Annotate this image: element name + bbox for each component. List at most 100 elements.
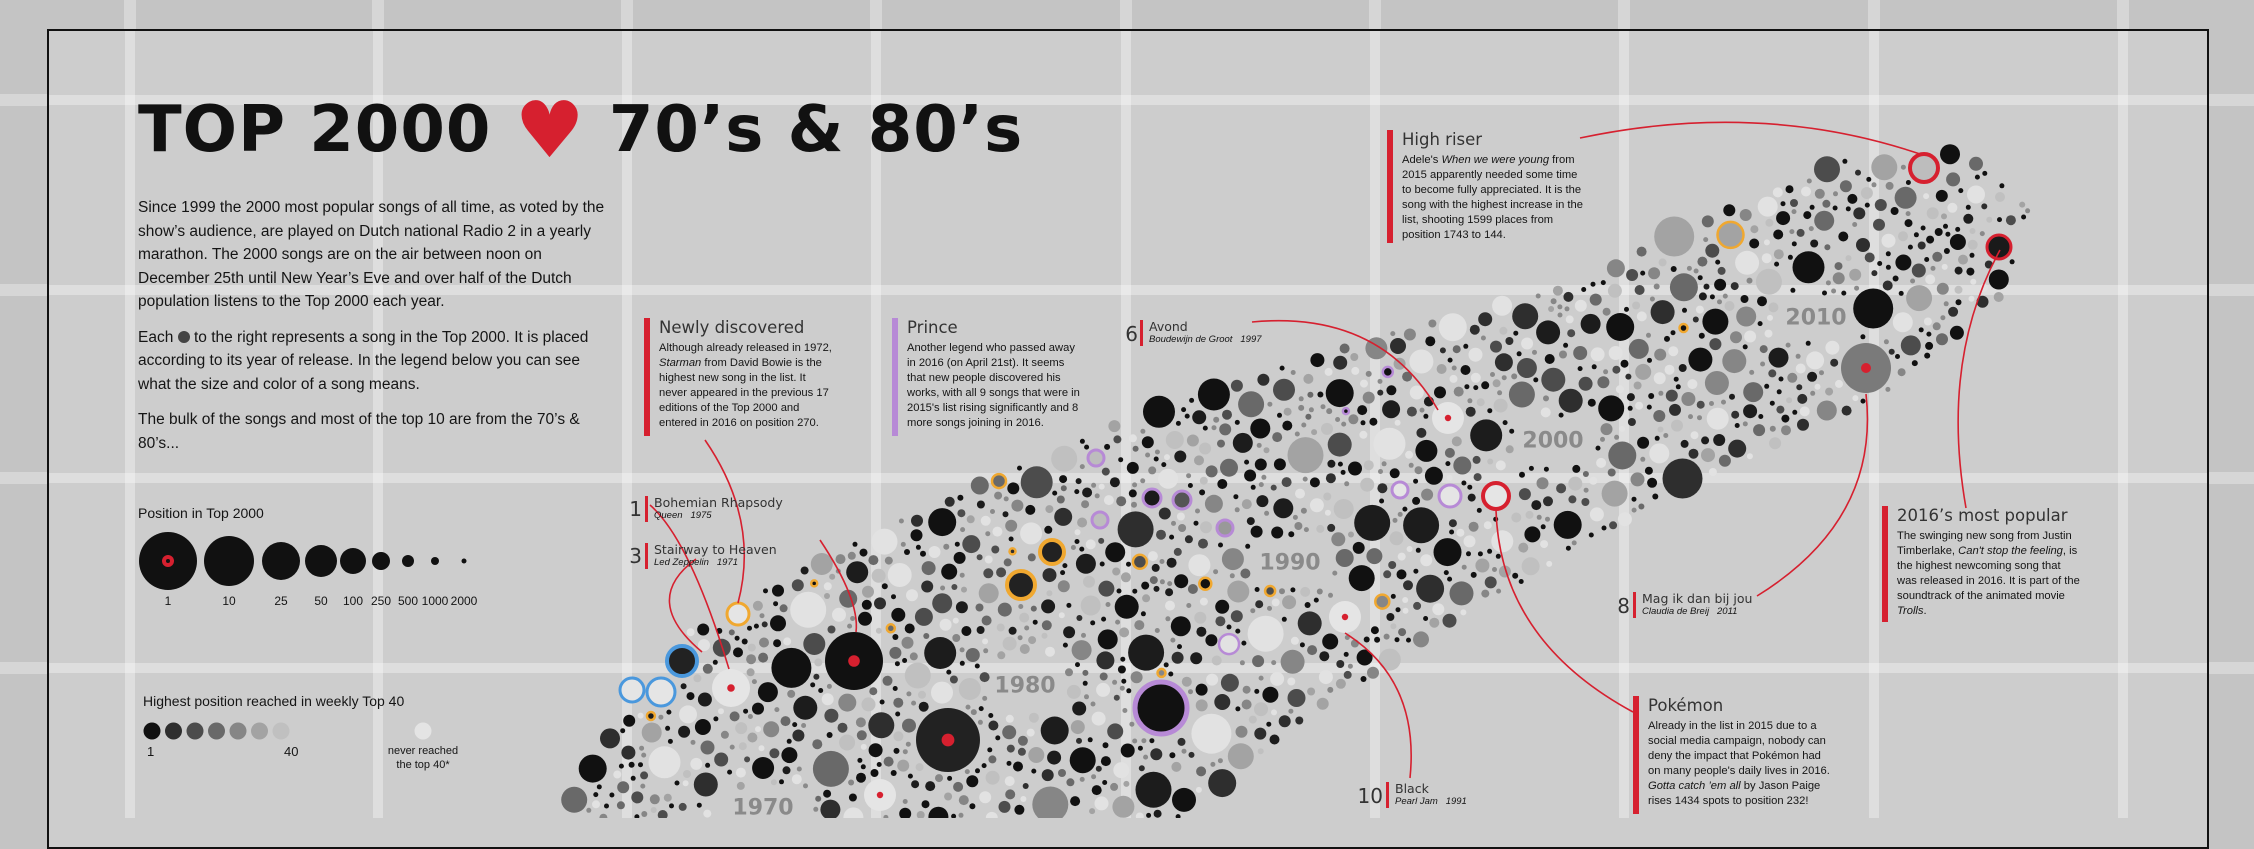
song-bubble [1239, 660, 1245, 666]
song-bubble [638, 762, 643, 768]
song-bubble [821, 693, 834, 706]
song-bubble [1860, 334, 1866, 340]
song-bubble [1698, 292, 1707, 301]
song-bubble [1091, 785, 1102, 796]
song-bubble [641, 752, 647, 758]
song-bubble [1118, 457, 1124, 463]
song-bubble [1564, 306, 1570, 312]
song-bubble [1117, 511, 1154, 548]
song-bubble [1112, 567, 1121, 576]
song-bubble [1781, 425, 1791, 436]
song-bubble [1785, 342, 1791, 348]
song-bubble [1006, 760, 1012, 766]
song-bubble [1398, 628, 1407, 637]
song-bubble [1420, 554, 1433, 567]
song-bubble [1273, 378, 1295, 401]
prince-bubble [1215, 518, 1235, 538]
song-bubble [782, 766, 791, 775]
song-bubble [979, 672, 990, 683]
song-bubble [1217, 758, 1223, 764]
song-bubble [813, 806, 819, 812]
song-bubble [868, 555, 879, 566]
song-bubble [1192, 410, 1207, 425]
song-bubble [1563, 291, 1574, 302]
annotation-text-italic: Can't stop the feeling [1958, 545, 2063, 557]
song-bubble [1494, 353, 1513, 372]
song-bubble [946, 669, 952, 675]
song-bubble [1512, 303, 1539, 330]
song-rank: 1 [629, 497, 642, 521]
song-bubble [792, 729, 805, 742]
song-bubble [1383, 633, 1390, 640]
song-bubble [1403, 507, 1440, 544]
song-bubble [1298, 404, 1305, 411]
song-bubble [915, 763, 924, 772]
song-bubble [1461, 480, 1467, 486]
song-bubble [1319, 651, 1330, 662]
song-bubble [1158, 468, 1179, 489]
page-title: TOP 2000 ♥ 70’s & 80’s [138, 92, 1023, 170]
song-bubble [1094, 493, 1100, 499]
song-year: 1997 [1240, 334, 1262, 345]
song-bubble [1835, 379, 1843, 388]
song-bubble [1803, 211, 1812, 220]
song-bubble [1140, 611, 1146, 617]
legend-size-label: 50 [314, 594, 328, 608]
song-bubble [1413, 631, 1429, 648]
song-bubble [1076, 615, 1083, 621]
song-bubble [1739, 209, 1752, 221]
song-bubble [1731, 410, 1740, 419]
song-bubble [1653, 372, 1666, 385]
song-bubble [1910, 278, 1916, 284]
song-bubble [1084, 694, 1089, 700]
song-bubble [752, 757, 775, 779]
song-bubble [911, 700, 917, 706]
song-bubble [1089, 808, 1096, 815]
song-bubble [957, 494, 964, 501]
song-bubble [1757, 296, 1767, 307]
song-bubble [1746, 453, 1753, 460]
top10-marker [941, 733, 955, 747]
top10-marker [727, 684, 735, 692]
song-bubble [1027, 553, 1036, 562]
song-bubble [1695, 305, 1704, 314]
song-bubble [1414, 466, 1423, 475]
song-bubble [599, 813, 608, 818]
song-bubble [1017, 735, 1028, 746]
song-bubble [1445, 461, 1451, 467]
song-bubble [1066, 684, 1081, 699]
song-bubble [1497, 390, 1503, 396]
song-bubble [1873, 218, 1885, 231]
song-bubble [1303, 373, 1314, 384]
song-bubble [1331, 532, 1346, 547]
song-bubble [1940, 315, 1946, 321]
song-bubble [1244, 459, 1250, 465]
song-bubble [1587, 398, 1596, 407]
song-bubble [1261, 474, 1267, 480]
song-bubble [1932, 251, 1943, 262]
song-bubble [1687, 379, 1698, 390]
song-bubble [1476, 398, 1485, 407]
song-bubble [1487, 458, 1494, 465]
song-bubble [1943, 248, 1950, 254]
song-bubble [1885, 181, 1894, 190]
legend-never-bubble [414, 722, 432, 740]
song-bubble [958, 812, 964, 818]
song-bubble [637, 712, 644, 719]
song-bubble [1140, 478, 1146, 484]
song-bubble [1076, 737, 1082, 744]
song-bubble [894, 661, 900, 667]
song-bubble [1194, 455, 1204, 466]
song-bubble [824, 593, 830, 599]
song-bubble [1449, 581, 1474, 606]
song-name: Avond [1149, 319, 1188, 334]
song-bubble [1087, 737, 1093, 743]
song-bubble [1467, 484, 1473, 490]
song-bubble [1178, 524, 1187, 532]
song-bubble [1900, 164, 1906, 170]
song-bubble [1986, 216, 1993, 223]
song-bubble [1469, 324, 1480, 335]
song-bubble [1940, 144, 1960, 165]
song-bubble [1146, 812, 1152, 818]
song-bubble [1287, 437, 1324, 474]
